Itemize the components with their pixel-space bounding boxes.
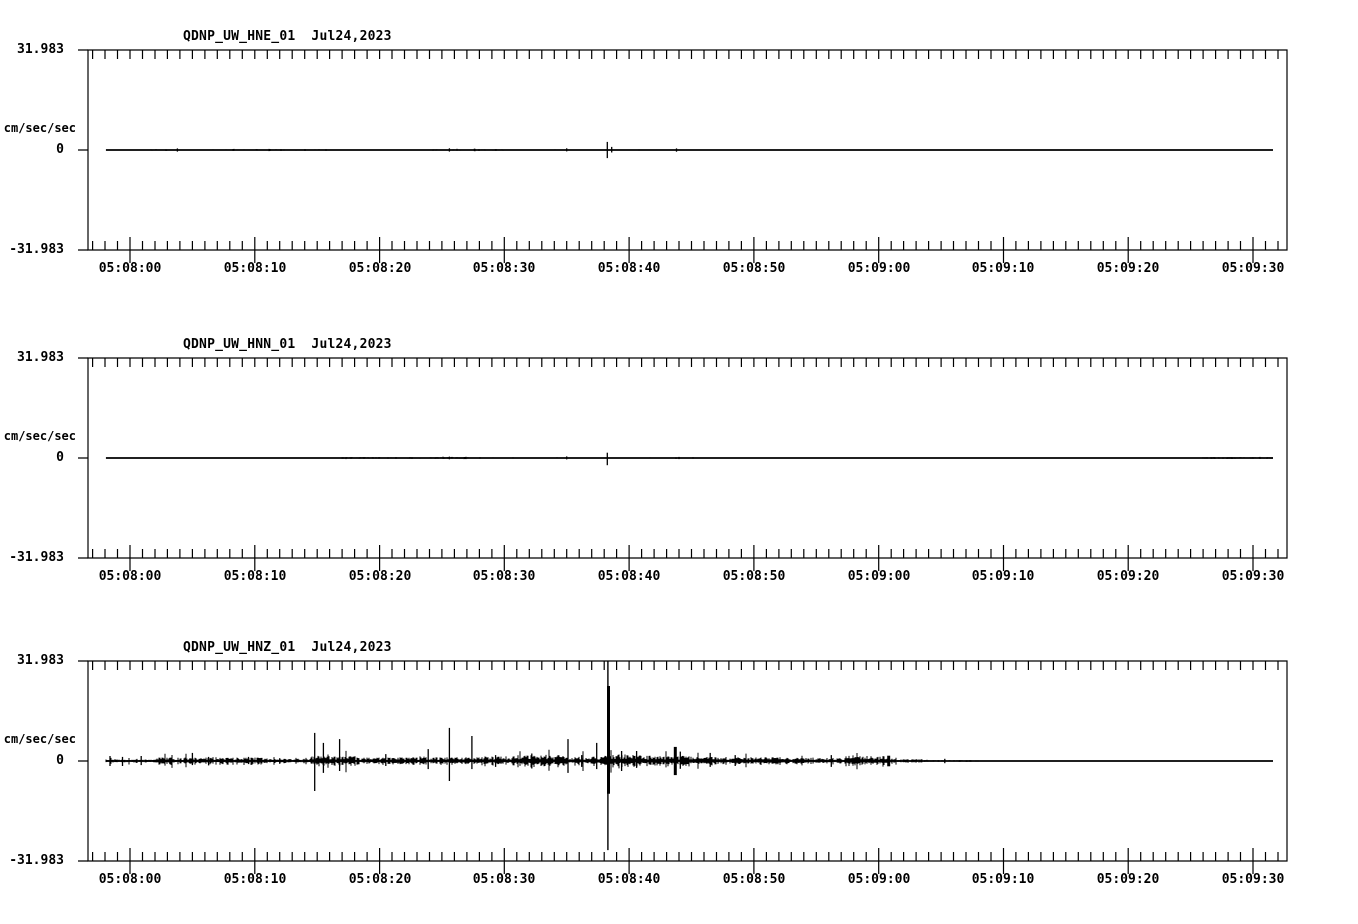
seismogram-plot-qdnp_uw_hnz_01 (78, 660, 1288, 874)
x-tick-label: 05:08:10 (223, 261, 287, 276)
y-axis-unit-label: cm/sec/sec (3, 429, 76, 443)
x-tick-label: 05:08:30 (472, 569, 536, 584)
x-tick-label: 05:09:10 (971, 261, 1035, 276)
axis-ticks (78, 49, 1279, 263)
seismogram-plot-qdnp_uw_hnn_01 (78, 357, 1288, 571)
y-tick-label-zero: 0 (56, 142, 64, 157)
x-tick-label: 05:09:30 (1221, 872, 1285, 887)
x-tick-label: 05:09:20 (1096, 261, 1160, 276)
x-tick-label: 05:08:40 (597, 569, 661, 584)
seismogram-plot-qdnp_uw_hne_01 (78, 49, 1288, 263)
waveform-noise (105, 749, 980, 773)
x-tick-label: 05:08:20 (348, 872, 412, 887)
y-tick-label-zero: 0 (56, 450, 64, 465)
y-axis-unit-label: cm/sec/sec (3, 732, 76, 746)
x-tick-label: 05:09:30 (1221, 569, 1285, 584)
x-tick-label: 05:08:40 (597, 872, 661, 887)
y-tick-label-zero: 0 (56, 753, 64, 768)
x-tick-label: 05:08:50 (722, 569, 786, 584)
y-tick-label-max: 31.983 (17, 42, 64, 57)
x-tick-label: 05:08:00 (98, 872, 162, 887)
x-tick-label: 05:08:50 (722, 261, 786, 276)
x-tick-label: 05:09:00 (847, 261, 911, 276)
plot-box (87, 49, 1288, 251)
y-tick-label-max: 31.983 (17, 653, 64, 668)
x-tick-label: 05:08:20 (348, 569, 412, 584)
plot-title: QDNP_UW_HNN_01 Jul24,2023 (183, 337, 392, 352)
axis-ticks (78, 660, 1279, 874)
x-tick-label: 05:08:00 (98, 261, 162, 276)
x-tick-label: 05:08:50 (722, 872, 786, 887)
x-tick-label: 05:09:10 (971, 872, 1035, 887)
x-tick-label: 05:08:10 (223, 569, 287, 584)
y-tick-label-max: 31.983 (17, 350, 64, 365)
plot-box (87, 357, 1288, 559)
y-tick-label-min: -31.983 (9, 853, 64, 868)
x-tick-label: 05:09:10 (971, 569, 1035, 584)
axis-ticks (78, 357, 1279, 571)
y-tick-label-min: -31.983 (9, 242, 64, 257)
x-tick-label: 05:09:00 (847, 569, 911, 584)
x-tick-label: 05:09:20 (1096, 569, 1160, 584)
x-tick-label: 05:08:30 (472, 872, 536, 887)
plot-title: QDNP_UW_HNZ_01 Jul24,2023 (183, 640, 392, 655)
y-tick-label-min: -31.983 (9, 550, 64, 565)
x-tick-label: 05:08:30 (472, 261, 536, 276)
x-tick-label: 05:09:00 (847, 872, 911, 887)
plot-box (87, 660, 1288, 862)
x-tick-label: 05:08:40 (597, 261, 661, 276)
waveform-noise (105, 456, 1273, 460)
plot-title: QDNP_UW_HNE_01 Jul24,2023 (183, 29, 392, 44)
x-tick-label: 05:09:20 (1096, 872, 1160, 887)
y-axis-unit-label: cm/sec/sec (3, 121, 76, 135)
x-tick-label: 05:08:10 (223, 872, 287, 887)
x-tick-label: 05:08:00 (98, 569, 162, 584)
x-tick-label: 05:08:20 (348, 261, 412, 276)
x-tick-label: 05:09:30 (1221, 261, 1285, 276)
waveform-noise (105, 148, 1273, 152)
